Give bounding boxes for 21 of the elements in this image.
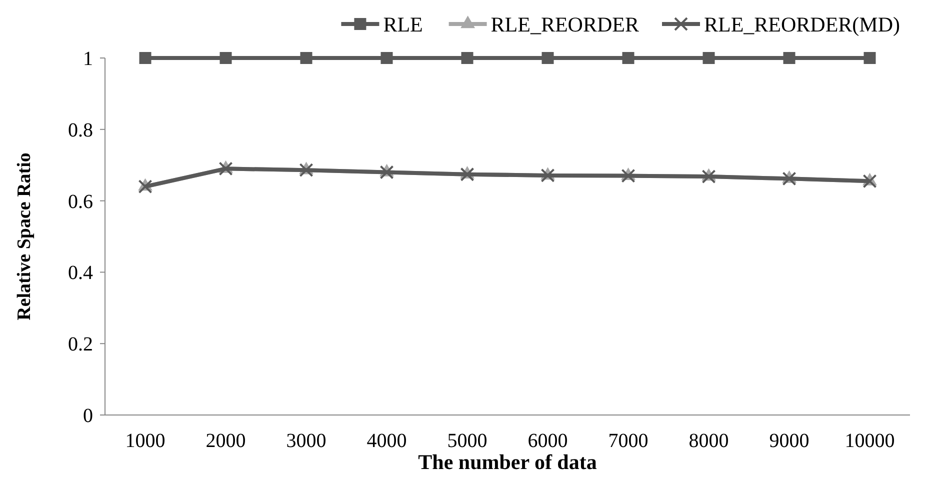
x-tick-label: 9000 (769, 430, 810, 452)
legend-label: RLE_REORDER(MD) (704, 12, 900, 36)
x-tick-label: 8000 (688, 430, 729, 452)
legend-label: RLE (383, 12, 423, 36)
x-tick-label: 6000 (528, 430, 568, 452)
y-tick-label: 0.8 (68, 119, 93, 142)
x-tick-label: 5000 (447, 430, 488, 452)
y-tick-label: 0.2 (68, 334, 93, 356)
y-tick-label: 1 (83, 48, 93, 70)
y-axis-title: Relative Space Ratio (14, 152, 35, 320)
x-tick-label: 7000 (608, 430, 648, 452)
x-tick-label: 10000 (844, 430, 895, 452)
x-tick-label: 2000 (206, 430, 246, 452)
y-tick-label: 0.4 (68, 262, 93, 284)
x-axis-title: The number of data (418, 450, 598, 474)
x-tick-label: 1000 (125, 430, 166, 452)
x-tick-label: 3000 (286, 430, 326, 452)
y-tick-label: 0.6 (68, 190, 93, 213)
y-tick-label: 0 (83, 405, 93, 427)
legend-label: RLE_REORDER (490, 12, 639, 36)
x-tick-label: 4000 (366, 430, 407, 452)
